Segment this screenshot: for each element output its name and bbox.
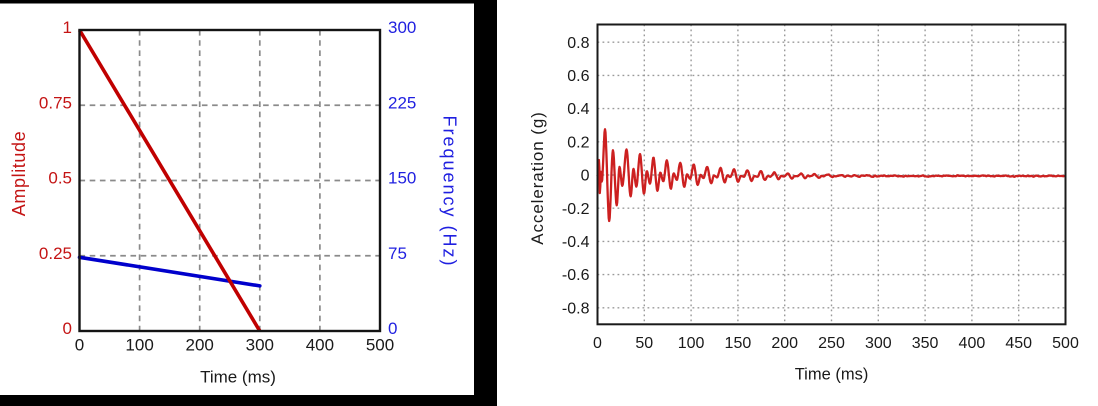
svg-text:-0.4: -0.4 (562, 234, 590, 251)
svg-text:Amplitude: Amplitude (9, 131, 29, 216)
svg-text:500: 500 (366, 336, 394, 355)
svg-text:0: 0 (593, 335, 602, 352)
svg-text:0.4: 0.4 (567, 101, 589, 118)
svg-text:225: 225 (388, 94, 416, 113)
svg-text:450: 450 (1005, 335, 1032, 352)
svg-text:Acceleration (g): Acceleration (g) (528, 111, 547, 244)
svg-text:300: 300 (388, 18, 416, 37)
svg-text:0: 0 (388, 319, 397, 338)
svg-text:400: 400 (306, 336, 334, 355)
svg-text:100: 100 (125, 336, 153, 355)
svg-text:Time (ms): Time (ms) (200, 368, 276, 387)
svg-text:0.2: 0.2 (567, 134, 589, 151)
svg-text:100: 100 (678, 335, 705, 352)
svg-text:Time (ms): Time (ms) (795, 366, 869, 384)
svg-text:250: 250 (818, 335, 845, 352)
svg-text:75: 75 (388, 244, 407, 263)
svg-text:150: 150 (388, 169, 416, 188)
svg-text:0: 0 (63, 319, 72, 338)
svg-text:500: 500 (1052, 335, 1079, 352)
svg-text:-0.2: -0.2 (562, 201, 590, 218)
svg-text:350: 350 (912, 335, 939, 352)
svg-text:200: 200 (186, 336, 214, 355)
svg-text:0.5: 0.5 (48, 169, 72, 188)
svg-text:200: 200 (771, 335, 798, 352)
svg-text:300: 300 (246, 336, 274, 355)
svg-text:150: 150 (725, 335, 752, 352)
svg-text:-0.6: -0.6 (562, 267, 590, 284)
svg-text:1: 1 (63, 18, 72, 37)
svg-text:0.25: 0.25 (39, 244, 72, 263)
svg-text:0.6: 0.6 (567, 68, 589, 85)
svg-text:50: 50 (635, 335, 653, 352)
svg-text:-0.8: -0.8 (562, 300, 590, 317)
svg-text:0: 0 (581, 168, 590, 185)
svg-text:300: 300 (865, 335, 892, 352)
svg-text:0.75: 0.75 (39, 94, 72, 113)
svg-text:0: 0 (75, 336, 84, 355)
svg-text:0.8: 0.8 (567, 35, 589, 52)
svg-text:400: 400 (959, 335, 986, 352)
svg-text:Frequency (Hz): Frequency (Hz) (440, 115, 460, 267)
